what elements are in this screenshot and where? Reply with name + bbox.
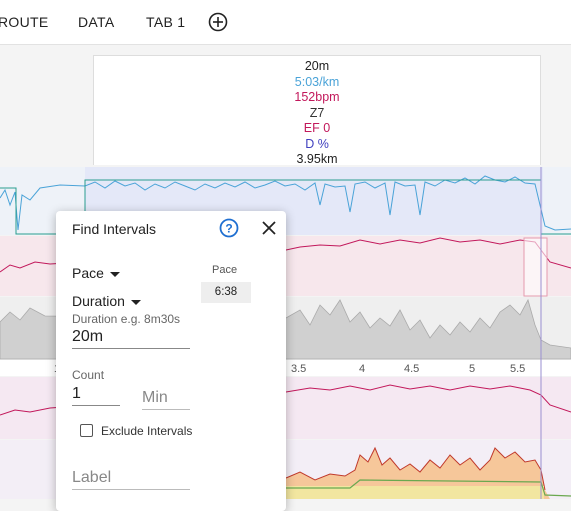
metric-select[interactable]: Pace <box>72 265 120 281</box>
tick-label-4-5: 4.5 <box>404 363 419 375</box>
svg-text:?: ? <box>225 222 232 236</box>
popover-zone: Z7 <box>309 105 325 120</box>
label-input[interactable]: Label <box>72 469 190 490</box>
duration-input[interactable]: 20m <box>72 328 190 349</box>
zone-line <box>285 446 546 491</box>
pace-value: 6:38 <box>201 282 251 303</box>
pace-line <box>0 175 571 231</box>
popover-decoupling: D % <box>305 136 329 151</box>
chevron-down-icon <box>130 299 141 305</box>
chevron-down-icon <box>109 271 120 277</box>
popover-ef: EF 0 <box>303 121 331 135</box>
count-input[interactable]: 1 <box>72 385 120 406</box>
count-label: Count <box>72 368 105 382</box>
tab-route[interactable]: ROUTE <box>0 14 49 30</box>
tick-label-5-5: 5.5 <box>510 363 525 375</box>
mode-select[interactable]: Duration <box>72 293 141 309</box>
tick-label-3-5: 3.5 <box>291 363 306 375</box>
popover-distance: 3.95km <box>296 152 338 166</box>
min-input[interactable]: Min <box>142 389 190 410</box>
interval-popover: 20m 5:03/km 152bpm Z7 EF 0 D % 3.95km <box>93 55 541 166</box>
find-intervals-dialog: Find Intervals ? Pace Pace 6:38 Duration… <box>56 211 286 511</box>
tab-bar: ROUTE DATA TAB 1 <box>0 0 571 45</box>
metric-select-value: Pace <box>72 265 104 281</box>
tick-label-4: 4 <box>359 363 365 375</box>
mode-select-value: Duration <box>72 293 125 309</box>
hr-marker <box>523 237 548 297</box>
popover-pace: 5:03/km <box>294 74 340 89</box>
tab-data[interactable]: DATA <box>78 14 115 30</box>
zone-baseline <box>286 479 571 497</box>
add-tab-icon[interactable] <box>208 12 228 32</box>
close-icon[interactable] <box>260 219 278 237</box>
pace-column-header: Pace <box>212 264 238 276</box>
exclude-intervals-label: Exclude Intervals <box>101 424 193 438</box>
popover-heart-rate: 152bpm <box>294 90 340 104</box>
zone-band-yellow <box>286 486 544 499</box>
dialog-title: Find Intervals <box>72 221 157 237</box>
duration-hint: Duration e.g. 8m30s <box>72 312 181 326</box>
tick-label-5: 5 <box>469 363 475 375</box>
tab-tab-1[interactable]: TAB 1 <box>146 14 186 30</box>
popover-duration: 20m <box>304 59 330 73</box>
exclude-intervals-checkbox[interactable] <box>80 424 93 437</box>
help-icon[interactable]: ? <box>219 218 239 238</box>
